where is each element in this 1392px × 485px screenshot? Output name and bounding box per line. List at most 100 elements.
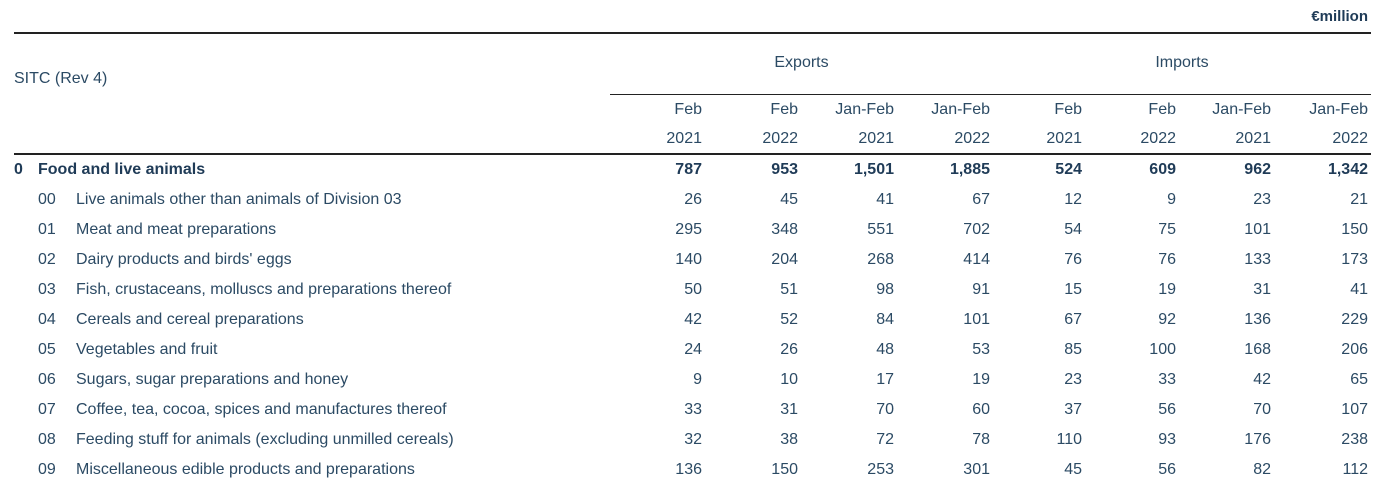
- value-cell: 37: [1064, 401, 1082, 418]
- sitc-label: SITC (Rev 4): [14, 70, 108, 87]
- value-cell: 17: [876, 371, 894, 388]
- row-label-cell: 08 Feeding stuff for animals (excluding u…: [14, 425, 610, 455]
- period-label: Feb: [674, 100, 702, 118]
- value-cell: 65: [1350, 371, 1368, 388]
- value-cell: 204: [771, 251, 798, 268]
- value-cell: 1,885: [949, 161, 990, 178]
- value-cell: 100: [1149, 341, 1176, 358]
- table-row: 02 Dairy products and birds' eggs 140 204 26…: [14, 245, 1371, 275]
- value-cell: 33: [684, 401, 702, 418]
- value-cell: 136: [1244, 311, 1271, 328]
- value-cell: 15: [1064, 281, 1082, 298]
- value-cell: 414: [963, 251, 990, 268]
- value-cell: 52: [780, 311, 798, 328]
- trade-table: SITC (Rev 4) Exports Imports Feb Feb Jan…: [14, 32, 1371, 485]
- period-label: Feb: [1054, 100, 1082, 118]
- value-cell: 93: [1158, 431, 1176, 448]
- row-label-cell: 09 Miscellaneous edible products and prep…: [14, 455, 610, 485]
- value-cell: 229: [1341, 311, 1368, 328]
- table-row: 08 Feeding stuff for animals (excluding u…: [14, 425, 1371, 455]
- value-cell: 72: [876, 431, 894, 448]
- value-cell: 70: [876, 401, 894, 418]
- value-cell: 67: [972, 191, 990, 208]
- sitc-code: 02: [38, 251, 56, 268]
- row-label-cell: 01 Meat and meat preparations: [14, 215, 610, 245]
- sitc-description: Cereals and cereal preparations: [76, 311, 304, 328]
- table-row: 03 Fish, crustaceans, molluscs and prepar…: [14, 275, 1371, 305]
- value-cell: 140: [675, 251, 702, 268]
- year-label: 2022: [705, 124, 801, 155]
- table-row: 01 Meat and meat preparations 295 348 551 702…: [14, 215, 1371, 245]
- value-cell: 41: [876, 191, 894, 208]
- value-cell: 76: [1064, 251, 1082, 268]
- row-label-cell: 0 Food and live animals: [14, 154, 610, 185]
- value-cell: 33: [1158, 371, 1176, 388]
- sitc-description: Food and live animals: [38, 161, 206, 178]
- value-cell: 26: [780, 341, 798, 358]
- value-cell: 150: [771, 461, 798, 478]
- value-cell: 962: [1244, 161, 1271, 178]
- value-cell: 67: [1064, 311, 1082, 328]
- sitc-description: Coffee, tea, cocoa, spices and manufactu…: [76, 401, 447, 418]
- table-row: 06 Sugars, sugar preparations and honey 9 1…: [14, 365, 1371, 395]
- value-cell: 23: [1064, 371, 1082, 388]
- table-row: 04 Cereals and cereal preparations 42 52 84 1…: [14, 305, 1371, 335]
- value-cell: 31: [780, 401, 798, 418]
- value-cell: 112: [1342, 461, 1368, 478]
- sitc-code: 00: [38, 191, 56, 208]
- value-cell: 42: [1253, 371, 1271, 388]
- value-cell: 348: [771, 221, 798, 238]
- value-cell: 91: [972, 281, 990, 298]
- period-row: Feb Feb Jan-Feb Jan-Feb Feb Feb Jan-Feb …: [14, 95, 1371, 125]
- value-cell: 9: [1167, 191, 1176, 208]
- value-cell: 42: [684, 311, 702, 328]
- row-label-cell: 00 Live animals other than animals of Div…: [14, 185, 610, 215]
- value-cell: 524: [1055, 161, 1082, 178]
- period-label: Jan-Feb: [1212, 100, 1271, 118]
- value-cell: 168: [1244, 341, 1271, 358]
- value-cell: 85: [1064, 341, 1082, 358]
- value-cell: 19: [972, 371, 990, 388]
- sitc-code: 09: [38, 461, 56, 478]
- row-label-cell: 04 Cereals and cereal preparations: [14, 305, 610, 335]
- value-cell: 23: [1253, 191, 1271, 208]
- value-cell: 136: [675, 461, 702, 478]
- table-body: 0 Food and live animals 787 953 1,501 1,885 52…: [14, 154, 1371, 485]
- value-cell: 70: [1253, 401, 1271, 418]
- sitc-code: 08: [38, 431, 56, 448]
- value-cell: 953: [771, 161, 798, 178]
- table-row: 05 Vegetables and fruit 24 26 48 53 85 100 168 20…: [14, 335, 1371, 365]
- sitc-description: Fish, crustaceans, molluscs and preparat…: [76, 281, 452, 298]
- value-cell: 75: [1158, 221, 1176, 238]
- sitc-code: 04: [38, 311, 56, 328]
- value-cell: 82: [1253, 461, 1271, 478]
- value-cell: 56: [1158, 461, 1176, 478]
- row-label-cell: 03 Fish, crustaceans, molluscs and prepar…: [14, 275, 610, 305]
- sitc-description: Miscellaneous edible products and prepar…: [76, 461, 415, 478]
- value-cell: 176: [1244, 431, 1271, 448]
- value-cell: 551: [867, 221, 894, 238]
- value-cell: 173: [1341, 251, 1368, 268]
- value-cell: 10: [780, 371, 798, 388]
- value-cell: 98: [876, 281, 894, 298]
- value-cell: 1,342: [1327, 161, 1368, 178]
- sitc-description: Sugars, sugar preparations and honey: [76, 371, 349, 388]
- period-label: Feb: [1148, 100, 1176, 118]
- value-cell: 101: [1244, 221, 1271, 238]
- value-cell: 12: [1064, 191, 1082, 208]
- value-cell: 206: [1341, 341, 1368, 358]
- sitc-description: Live animals other than animals of Divis…: [76, 191, 402, 208]
- year-label: 2022: [1085, 124, 1179, 155]
- table-row: 00 Live animals other than animals of Div…: [14, 185, 1371, 215]
- value-cell: 301: [963, 461, 990, 478]
- imports-header: Imports: [993, 34, 1371, 95]
- period-label: Jan-Feb: [1309, 100, 1368, 118]
- value-cell: 51: [780, 281, 798, 298]
- sitc-code: 03: [38, 281, 56, 298]
- value-cell: 78: [972, 431, 990, 448]
- year-row: 2021 2022 2021 2022 2021 2022 2021 2022: [14, 124, 1371, 155]
- year-label: 2022: [897, 124, 993, 155]
- value-cell: 38: [780, 431, 798, 448]
- year-label: 2021: [993, 124, 1085, 155]
- row-label-cell: 06 Sugars, sugar preparations and honey: [14, 365, 610, 395]
